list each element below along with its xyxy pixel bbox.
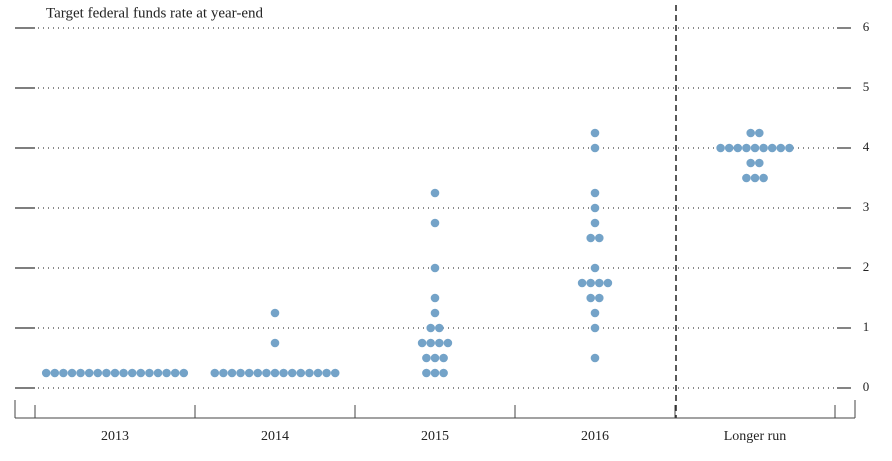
dot — [67, 368, 77, 378]
dot — [219, 368, 228, 378]
dot — [590, 128, 600, 138]
dot — [595, 293, 604, 303]
dot — [422, 353, 431, 363]
dot — [430, 218, 440, 228]
dot — [595, 233, 604, 243]
dot — [153, 368, 163, 378]
dot — [417, 338, 427, 348]
dot — [746, 128, 755, 138]
dot — [84, 368, 94, 378]
dot — [179, 368, 189, 378]
y-tick-label: 5 — [863, 79, 870, 94]
dot — [590, 218, 600, 228]
dot — [586, 233, 595, 243]
dot — [102, 368, 111, 378]
dot — [724, 143, 734, 153]
y-tick-label: 3 — [863, 199, 870, 214]
dot — [93, 368, 103, 378]
dot — [430, 368, 440, 378]
dot — [755, 128, 764, 138]
dot — [41, 368, 51, 378]
dot — [435, 338, 444, 348]
dot — [590, 143, 600, 153]
y-tick-label: 2 — [863, 259, 870, 274]
dot — [313, 368, 323, 378]
dot — [210, 368, 220, 378]
dot — [590, 308, 600, 318]
dot — [305, 368, 314, 378]
dot — [422, 368, 431, 378]
dot — [162, 368, 171, 378]
y-tick-label: 0 — [863, 379, 870, 394]
x-tick-label: 2016 — [581, 429, 609, 444]
x-tick-label: Longer run — [724, 429, 787, 444]
dot — [590, 323, 600, 333]
x-tick-label: 2015 — [421, 429, 449, 444]
dot — [439, 368, 448, 378]
dot — [430, 308, 440, 318]
dot — [595, 278, 604, 288]
dot — [430, 353, 440, 363]
dot — [759, 143, 768, 153]
x-tick-label: 2014 — [261, 429, 289, 444]
dot — [742, 143, 751, 153]
dot — [603, 278, 613, 288]
dot — [270, 368, 280, 378]
dot — [716, 143, 725, 153]
dot — [590, 263, 600, 273]
chart-title: Target federal funds rate at year-end — [46, 5, 264, 21]
dot — [746, 158, 755, 168]
dot — [430, 263, 440, 273]
y-tick-label: 4 — [863, 139, 870, 154]
dot — [759, 173, 768, 183]
dot — [426, 338, 436, 348]
dot — [750, 173, 760, 183]
dot — [586, 293, 595, 303]
x-tick-label: 2013 — [101, 429, 129, 444]
dot — [767, 143, 777, 153]
y-tick-label: 6 — [863, 19, 870, 34]
dot — [733, 143, 743, 153]
dot — [287, 368, 297, 378]
dot — [145, 368, 154, 378]
dot — [577, 278, 587, 288]
dot — [742, 173, 751, 183]
dot — [170, 368, 180, 378]
dot — [435, 323, 444, 333]
dot — [330, 368, 340, 378]
dot — [590, 353, 600, 363]
dot — [590, 188, 600, 198]
dot — [776, 143, 786, 153]
dot — [59, 368, 68, 378]
dot — [439, 353, 448, 363]
dot — [279, 368, 288, 378]
dot — [50, 368, 60, 378]
dot — [110, 368, 120, 378]
dot — [443, 338, 453, 348]
dot — [136, 368, 146, 378]
dot — [322, 368, 331, 378]
dot — [755, 158, 764, 168]
dot — [750, 143, 760, 153]
dot — [430, 188, 440, 198]
dot — [262, 368, 271, 378]
dot — [586, 278, 595, 288]
dot — [426, 323, 436, 333]
dot — [127, 368, 137, 378]
dot — [253, 368, 263, 378]
dot — [296, 368, 306, 378]
dot — [785, 143, 794, 153]
dot — [430, 293, 440, 303]
dot — [270, 308, 280, 318]
dot — [244, 368, 254, 378]
dot — [119, 368, 128, 378]
dot — [270, 338, 280, 348]
dot — [76, 368, 85, 378]
dot — [236, 368, 245, 378]
dot — [590, 203, 600, 213]
y-tick-label: 1 — [863, 319, 870, 334]
dot — [227, 368, 237, 378]
